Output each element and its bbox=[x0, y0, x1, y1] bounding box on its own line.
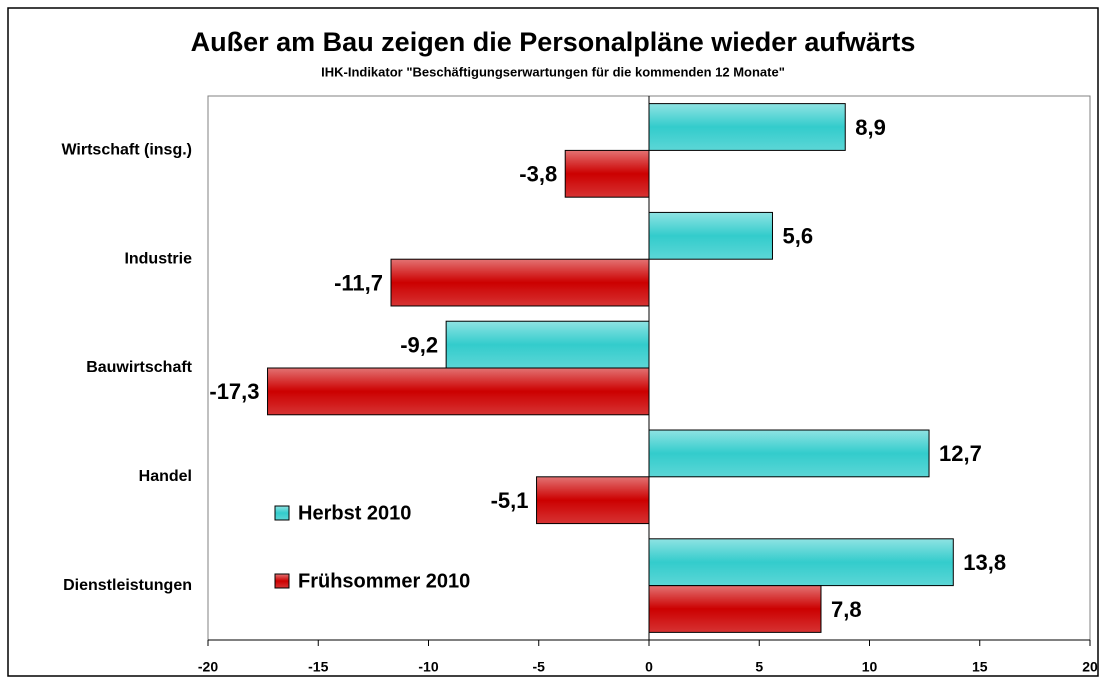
bar bbox=[648, 429, 930, 478]
y-tick-label: Wirtschaft (insg.) bbox=[61, 142, 192, 159]
bar bbox=[564, 149, 650, 198]
x-tick-label: -20 bbox=[198, 659, 218, 675]
x-tick-label: -10 bbox=[418, 659, 438, 675]
y-tick-label: Bauwirtschaft bbox=[86, 359, 192, 376]
value-label: 8,9 bbox=[855, 115, 886, 140]
value-label: -17,3 bbox=[209, 379, 259, 404]
bar bbox=[648, 103, 846, 151]
bar bbox=[648, 538, 954, 587]
bar bbox=[536, 476, 650, 525]
bar bbox=[648, 585, 822, 633]
y-tick-label: Handel bbox=[139, 468, 192, 485]
legend-swatch bbox=[274, 573, 290, 589]
bar bbox=[648, 211, 773, 260]
x-tick-label: 20 bbox=[1082, 659, 1098, 675]
x-tick-label: 10 bbox=[862, 659, 878, 675]
value-label: 5,6 bbox=[782, 224, 813, 249]
value-label: -11,7 bbox=[334, 270, 383, 295]
y-tick-label: Industrie bbox=[124, 250, 192, 267]
x-tick-label: 0 bbox=[645, 659, 653, 675]
bar bbox=[267, 367, 650, 416]
x-tick-label: 15 bbox=[972, 659, 988, 675]
bar bbox=[390, 258, 650, 307]
legend-label: Herbst 2010 bbox=[298, 502, 411, 524]
value-label: 12,7 bbox=[939, 441, 982, 466]
x-tick-label: 5 bbox=[755, 659, 763, 675]
value-label: 7,8 bbox=[831, 597, 862, 622]
value-label: -5,1 bbox=[491, 488, 529, 513]
value-label: -9,2 bbox=[400, 332, 438, 357]
y-tick-label: Dienstleistungen bbox=[63, 577, 192, 594]
legend-swatch bbox=[274, 505, 290, 521]
x-tick-label: -5 bbox=[533, 659, 546, 675]
value-label: 13,8 bbox=[963, 550, 1006, 575]
chart-title: Außer am Bau zeigen die Personalpläne wi… bbox=[191, 27, 916, 57]
legend-label: Frühsommer 2010 bbox=[298, 570, 470, 592]
bar bbox=[445, 320, 650, 369]
x-tick-label: -15 bbox=[308, 659, 328, 675]
chart-subtitle: IHK-Indikator "Beschäftigungserwartungen… bbox=[321, 64, 785, 79]
value-label: -3,8 bbox=[519, 162, 557, 187]
